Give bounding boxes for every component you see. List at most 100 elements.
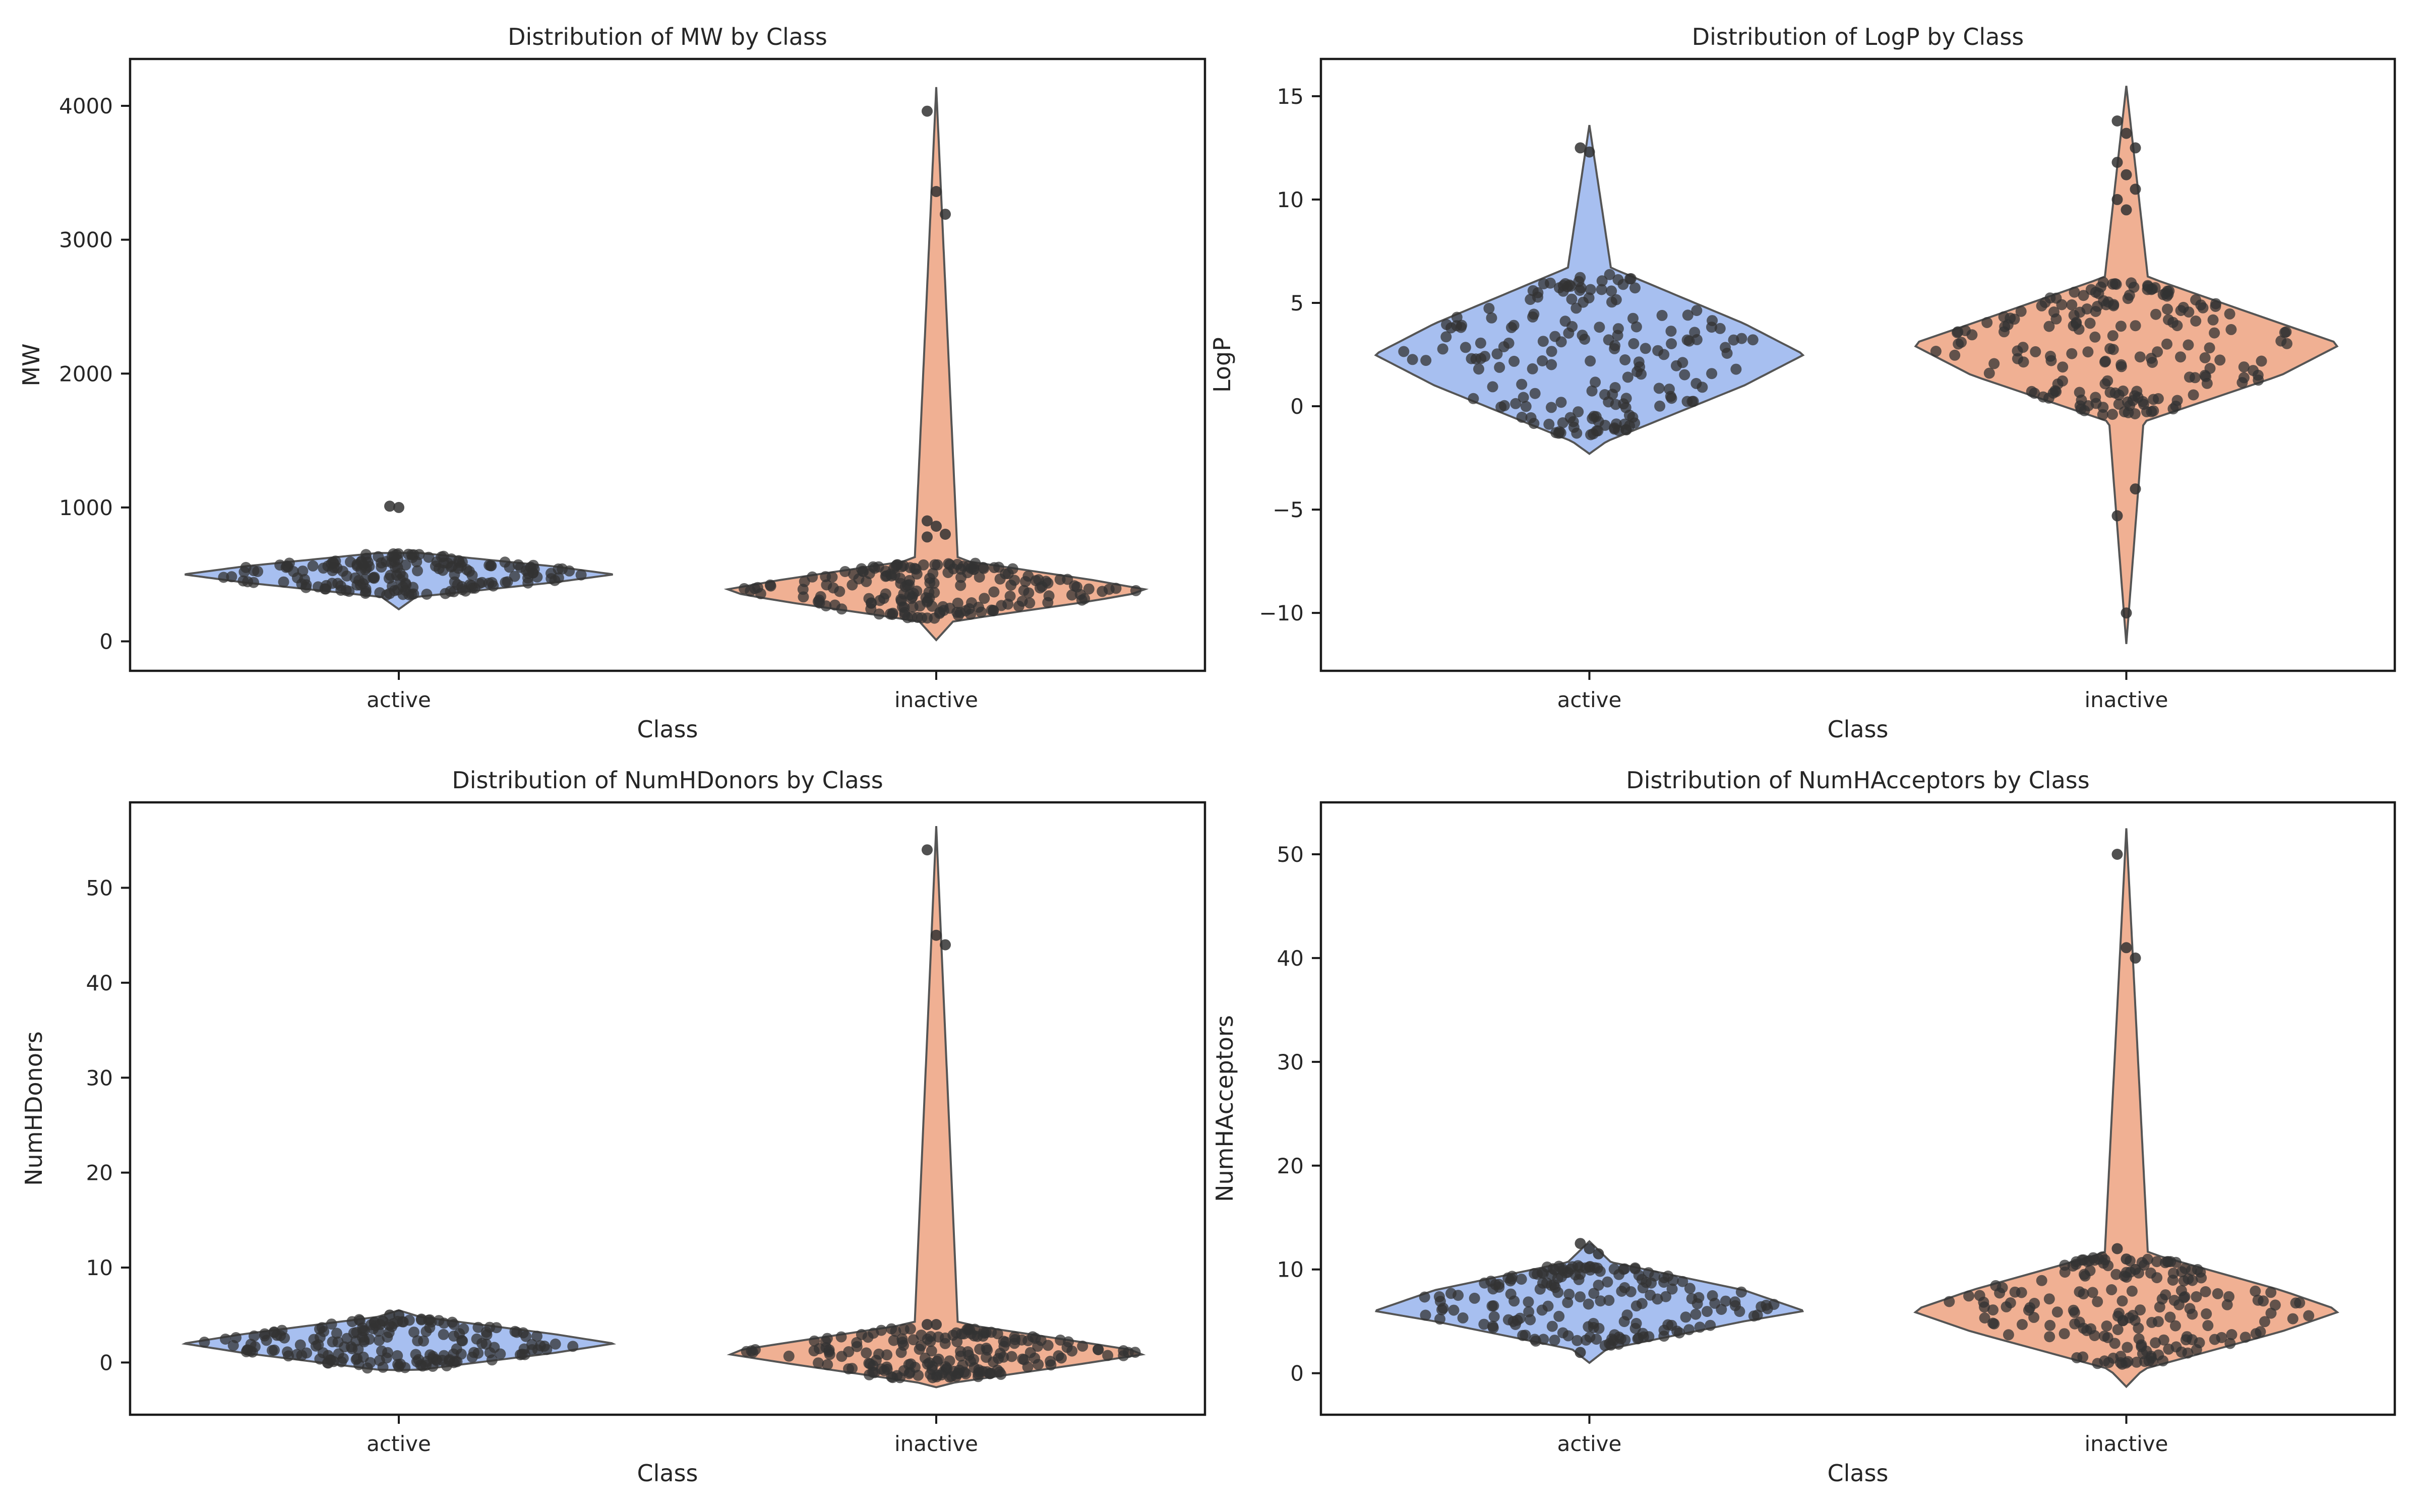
swarm-point: [1537, 336, 1549, 347]
swarm-point: [2152, 346, 2163, 358]
swarm-point: [2045, 355, 2057, 366]
outlier-point: [931, 521, 942, 532]
swarm-point: [1637, 1282, 1649, 1294]
swarm-point: [1636, 1274, 1648, 1285]
swarm-point: [1677, 357, 1688, 368]
swarm-point: [1466, 353, 1477, 364]
swarm-point: [1063, 1336, 1074, 1348]
swarm-point: [2069, 286, 2080, 298]
swarm-point: [1490, 1279, 1501, 1290]
swarm-point: [1510, 398, 1522, 409]
swarm-point: [1585, 355, 1596, 367]
violin-inactive: [1913, 828, 2339, 1389]
y-axis-label: LogP: [1208, 337, 1236, 393]
swarm-point: [2012, 353, 2023, 364]
swarm-point: [932, 559, 943, 571]
swarm-point: [1563, 1288, 1575, 1300]
swarm-point: [352, 1344, 364, 1355]
swarm-point: [499, 556, 511, 568]
swarm-point: [2117, 1315, 2129, 1327]
swarm-point: [1559, 316, 1571, 327]
x-tick-label-active: active: [367, 1431, 431, 1456]
swarm-point: [2068, 1304, 2079, 1316]
swarm-point: [1590, 376, 1601, 388]
swarm-point: [822, 1359, 833, 1370]
x-tick-label-inactive: inactive: [2085, 1431, 2168, 1456]
swarm-point: [1677, 1276, 1688, 1287]
swarm-point: [241, 1344, 253, 1356]
swarm-point: [1652, 1293, 1663, 1305]
swarm-point: [2168, 1295, 2180, 1306]
swarm-point: [1562, 1330, 1574, 1342]
swarm-point: [1516, 411, 1528, 423]
outlier-point: [2121, 204, 2132, 216]
swarm-point: [1488, 1300, 1499, 1311]
swarm-point: [452, 579, 463, 591]
swarm-point: [1674, 1327, 1685, 1339]
swarm-point: [242, 576, 254, 588]
swarm-point: [2051, 1306, 2063, 1318]
swarm-point: [1420, 355, 1432, 366]
swarm-point: [890, 1326, 901, 1337]
swarm-point: [1566, 293, 1578, 305]
swarm-point: [1460, 342, 1471, 353]
swarm-point: [369, 572, 380, 583]
swarm-point: [1062, 574, 1073, 585]
swarm-point: [951, 607, 963, 618]
swarm-point: [392, 561, 403, 573]
swarm-point: [934, 606, 946, 618]
swarm-point: [412, 565, 423, 577]
swarm-point: [960, 605, 972, 616]
swarm-point: [2097, 402, 2109, 413]
swarm-point: [2135, 1304, 2146, 1316]
swarm-point: [1620, 424, 1632, 435]
swarm-point: [2124, 289, 2135, 301]
swarm-point: [454, 556, 465, 568]
chart-title: Distribution of NumHAcceptors by Class: [1626, 767, 2089, 794]
swarm-point: [1487, 381, 1498, 393]
swarm-point: [345, 556, 356, 568]
swarm-point: [880, 588, 891, 600]
swarm-point: [2158, 1334, 2169, 1346]
swarm-point: [359, 588, 371, 599]
swarm-point: [916, 612, 928, 623]
x-axis-label: Class: [1827, 716, 1888, 743]
swarm-point: [377, 1361, 389, 1373]
swarm-point: [2122, 396, 2133, 408]
swarm-point: [1949, 349, 1961, 361]
swarm-point: [2108, 300, 2120, 311]
swarm-point: [823, 1344, 835, 1356]
swarm-point: [438, 1350, 450, 1361]
swarm-point: [1516, 1274, 1527, 1285]
swarm-point: [1525, 412, 1537, 423]
swarm-point: [278, 576, 289, 588]
swarm-point: [2216, 1332, 2227, 1343]
outlier-point: [2130, 183, 2141, 195]
swarm-point: [2259, 1316, 2270, 1328]
swarm-point: [1042, 597, 1054, 608]
swarm-point: [1705, 1319, 1716, 1331]
swarm-point: [376, 1345, 387, 1357]
swarm-point: [2224, 308, 2235, 320]
x-tick-label-inactive: inactive: [894, 687, 978, 712]
swarm-point: [403, 548, 414, 560]
swarm-point: [1020, 576, 1031, 587]
swarm-point: [1612, 274, 1624, 285]
swarm-point: [1000, 1336, 1011, 1348]
swarm-point: [1720, 1295, 1731, 1307]
swarm-point: [1682, 309, 1693, 321]
swarm-point: [2225, 324, 2237, 335]
swarm-point: [1483, 302, 1495, 314]
swarm-point: [1690, 377, 1702, 389]
swarm-point: [1473, 363, 1484, 375]
swarm-point: [1653, 383, 1665, 394]
swarm-point: [2089, 331, 2101, 343]
y-tick-label: 40: [1277, 946, 1304, 971]
swarm-point: [2265, 1307, 2277, 1319]
swarm-point: [2150, 308, 2161, 320]
y-tick-label: 10: [86, 1255, 113, 1280]
swarm-point: [438, 1329, 449, 1340]
swarm-point: [307, 560, 319, 572]
outlier-point: [940, 939, 951, 951]
swarm-point: [2082, 346, 2094, 358]
